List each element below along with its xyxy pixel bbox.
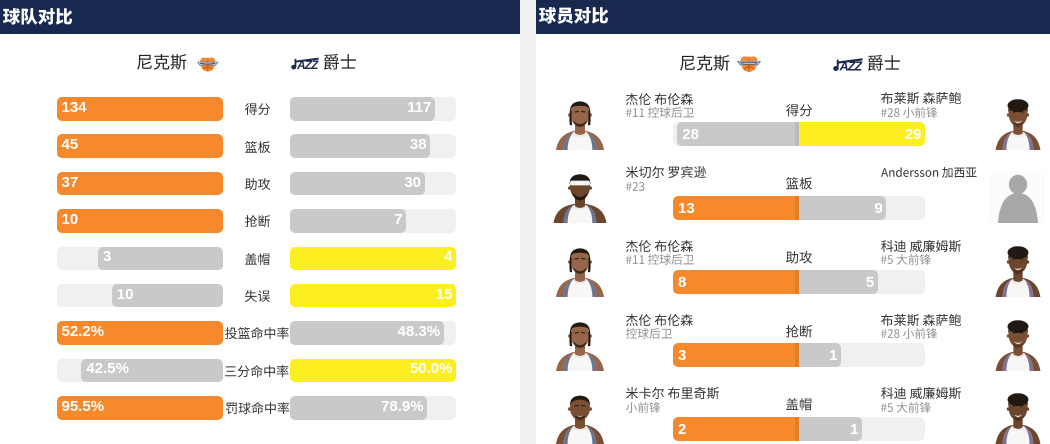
svg-text:AZZ: AZZ xyxy=(838,59,863,71)
svg-text:AZZ: AZZ xyxy=(296,59,319,71)
